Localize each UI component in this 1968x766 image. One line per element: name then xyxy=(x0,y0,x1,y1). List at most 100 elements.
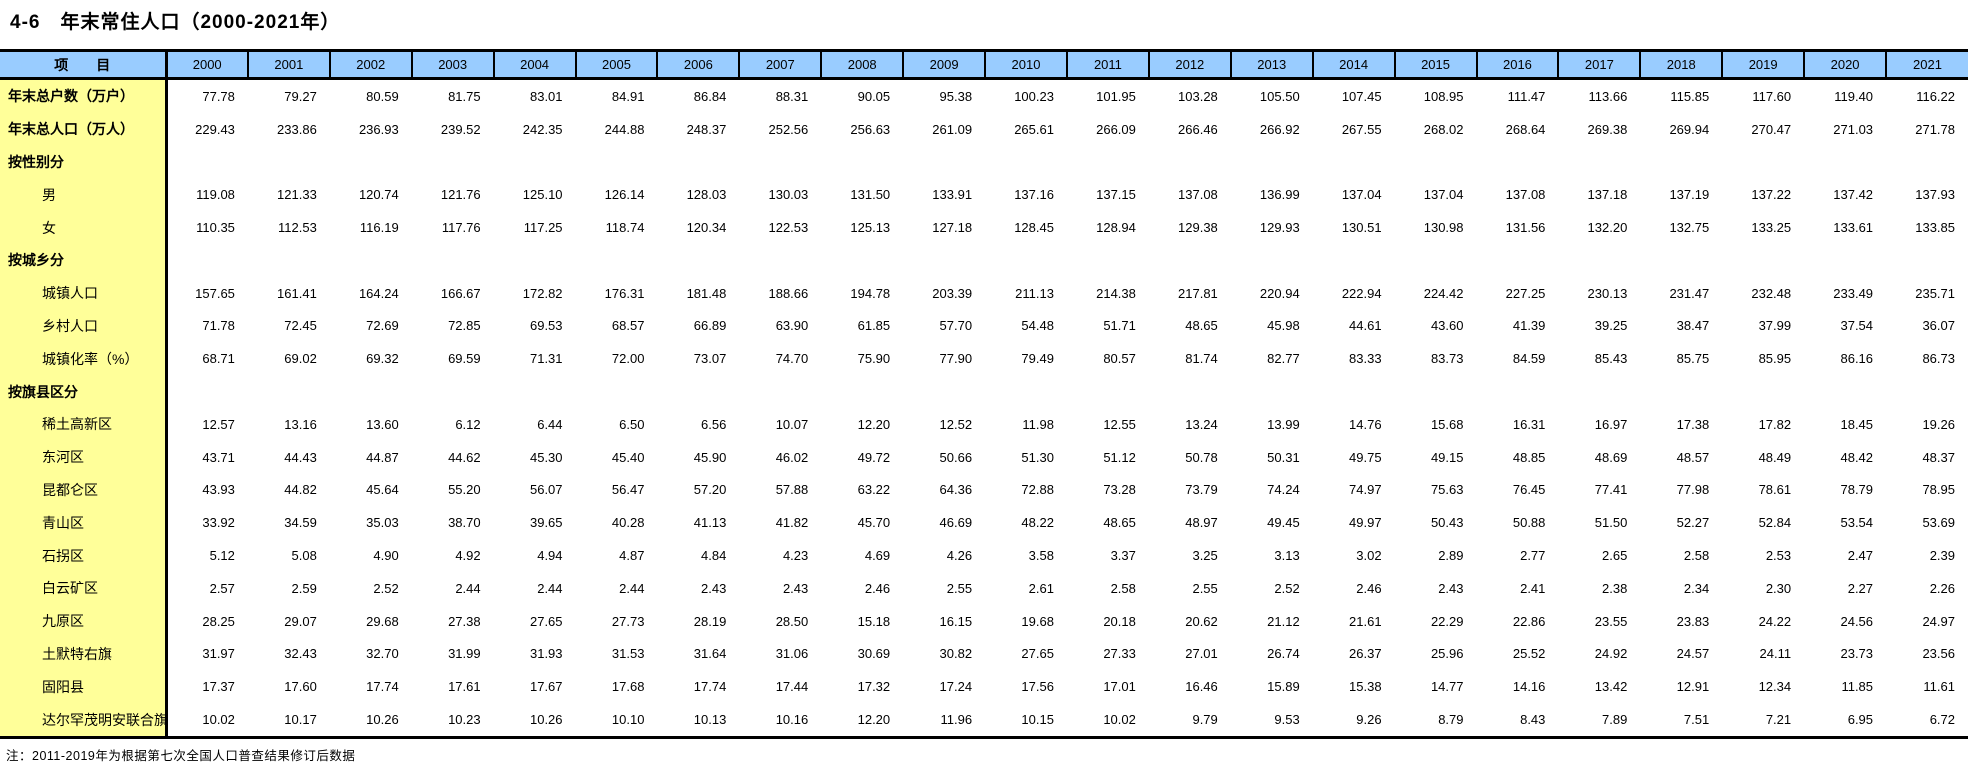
row-label: 乡村人口 xyxy=(0,309,168,343)
data-cell: 3.25 xyxy=(1192,548,1218,564)
data-cell: 72.69 xyxy=(366,318,399,334)
data-cell: 85.95 xyxy=(1758,351,1792,367)
data-cell: 55.20 xyxy=(448,482,481,498)
data-cell: 51.50 xyxy=(1594,515,1628,531)
data-cell: 69.53 xyxy=(529,318,563,334)
data-cell: 78.61 xyxy=(1758,482,1792,498)
data-cell: 15.89 xyxy=(1267,679,1300,695)
data-cell: 68.57 xyxy=(611,318,645,334)
data-cell: 230.13 xyxy=(1587,285,1628,301)
table-row: 城镇人口 157.65 161.41 164.24 166.67 172.82 176.31… xyxy=(0,276,1968,310)
data-cell: 6.12 xyxy=(455,416,481,432)
data-cell: 116.22 xyxy=(1916,88,1955,104)
table-row: 年末总人口（万人） 229.43 233.86 236.93 239.52 242.35 2… xyxy=(0,112,1968,146)
data-cell: 3.02 xyxy=(1356,548,1382,564)
data-cell: 23.73 xyxy=(1840,646,1874,662)
data-cell: 105.50 xyxy=(1259,88,1300,104)
data-cell xyxy=(657,244,739,277)
data-cell: 2.30 xyxy=(1765,580,1792,596)
data-cell: 17.38 xyxy=(1676,416,1710,432)
data-cell xyxy=(576,375,658,408)
data-cell: 119.40 xyxy=(1834,88,1874,104)
data-cell: 17.44 xyxy=(775,679,809,695)
data-cell: 38.47 xyxy=(1676,318,1710,334)
data-cell xyxy=(1313,146,1395,179)
data-cell: 108.95 xyxy=(1423,88,1464,104)
data-cell: 13.16 xyxy=(284,416,317,432)
table-row: 昆都仑区 43.93 44.82 45.64 55.20 56.07 56.47 57.20 5… xyxy=(0,473,1968,507)
data-cell xyxy=(903,375,985,408)
data-cell: 214.38 xyxy=(1096,285,1136,301)
data-cell: 10.23 xyxy=(448,712,481,728)
data-cell: 43.71 xyxy=(202,449,235,465)
data-cell: 217.81 xyxy=(1178,285,1218,301)
data-cell: 11.85 xyxy=(1841,679,1874,695)
data-cell xyxy=(1640,244,1722,277)
data-cell: 16.46 xyxy=(1185,679,1218,695)
data-cell: 157.65 xyxy=(195,285,235,301)
column-header-year-2000: 2000 xyxy=(166,50,248,80)
data-cell: 130.98 xyxy=(1423,220,1464,236)
data-cell: 125.13 xyxy=(850,220,891,236)
data-cell: 46.02 xyxy=(775,449,809,465)
data-cell xyxy=(903,146,985,179)
data-cell: 181.48 xyxy=(686,285,727,301)
data-cell: 72.45 xyxy=(284,318,317,334)
data-cell: 78.95 xyxy=(1922,482,1955,498)
data-cell: 17.74 xyxy=(366,679,399,695)
data-cell: 132.20 xyxy=(1587,220,1628,236)
data-cell xyxy=(821,146,903,179)
data-cell: 79.27 xyxy=(284,88,317,104)
data-cell: 56.07 xyxy=(529,482,563,498)
row-label: 男 xyxy=(0,178,168,212)
data-cell: 3.37 xyxy=(1110,548,1136,564)
data-cell: 13.60 xyxy=(366,416,399,432)
data-cell: 43.93 xyxy=(202,482,235,498)
data-cell: 9.79 xyxy=(1192,712,1218,728)
row-label: 按城乡分 xyxy=(0,243,168,277)
data-cell: 24.57 xyxy=(1676,646,1710,662)
data-cell: 57.20 xyxy=(693,482,727,498)
data-cell: 17.74 xyxy=(693,679,727,695)
column-header-year-2012: 2012 xyxy=(1147,50,1231,80)
data-cell: 229.43 xyxy=(195,121,235,137)
data-cell: 267.55 xyxy=(1341,121,1382,137)
data-cell: 48.42 xyxy=(1840,449,1874,465)
data-cell: 16.15 xyxy=(939,613,973,629)
data-cell: 50.66 xyxy=(939,449,973,465)
data-cell: 268.64 xyxy=(1505,121,1546,137)
data-cell: 137.16 xyxy=(1014,187,1054,203)
data-cell: 137.22 xyxy=(1751,187,1792,203)
data-cell: 24.92 xyxy=(1594,646,1628,662)
data-cell: 44.61 xyxy=(1349,318,1382,334)
data-cell: 3.13 xyxy=(1274,548,1300,564)
data-cell xyxy=(1067,375,1149,408)
table-header-row: 项 目 2000 2001 2002 2003 2004 2005 2006 2007 2008 2… xyxy=(0,50,1968,80)
column-header-year-2015: 2015 xyxy=(1393,50,1477,80)
data-cell xyxy=(739,244,821,277)
data-cell xyxy=(985,375,1067,408)
data-cell: 127.18 xyxy=(932,220,973,236)
data-cell: 73.79 xyxy=(1185,482,1218,498)
data-cell: 27.65 xyxy=(1021,646,1054,662)
data-cell: 53.54 xyxy=(1840,515,1874,531)
data-cell: 84.59 xyxy=(1512,351,1546,367)
data-cell: 9.26 xyxy=(1356,712,1382,728)
data-cell: 111.47 xyxy=(1507,88,1546,104)
data-cell: 261.09 xyxy=(932,121,973,137)
data-cell: 10.07 xyxy=(775,416,809,432)
data-cell xyxy=(412,244,494,277)
data-cell: 248.37 xyxy=(686,121,727,137)
data-cell xyxy=(1640,375,1722,408)
data-cell: 40.28 xyxy=(611,515,645,531)
data-cell: 24.97 xyxy=(1922,613,1955,629)
data-cell: 116.19 xyxy=(359,220,399,236)
data-cell: 48.97 xyxy=(1185,515,1218,531)
data-cell: 4.90 xyxy=(373,548,399,564)
data-cell: 268.02 xyxy=(1423,121,1464,137)
data-cell: 14.77 xyxy=(1430,679,1464,695)
data-cell: 256.63 xyxy=(850,121,891,137)
data-cell: 49.75 xyxy=(1349,449,1382,465)
data-cell xyxy=(412,375,494,408)
data-cell: 2.55 xyxy=(1192,580,1218,596)
